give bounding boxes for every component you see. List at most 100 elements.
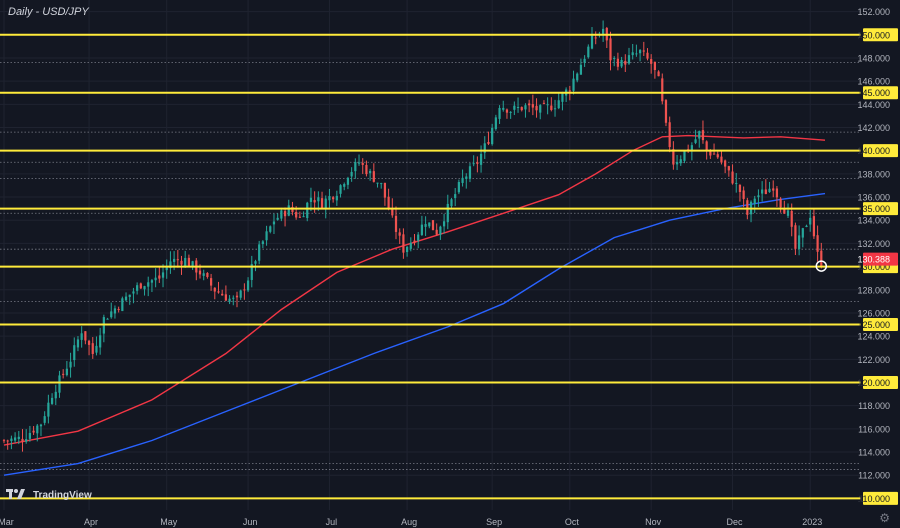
x-tick-label: Jul (326, 517, 338, 527)
candle-body (798, 235, 801, 250)
candle-body (224, 294, 228, 301)
candle-body (724, 160, 727, 167)
candle-body (590, 35, 594, 49)
candle-body (298, 216, 301, 218)
candle-body (701, 130, 705, 141)
candle-body (150, 280, 154, 283)
candle-body (84, 331, 87, 341)
candle-body (335, 195, 338, 201)
level-label: 140.000 (857, 146, 890, 156)
candle-body (446, 203, 449, 223)
candle-body (457, 182, 460, 193)
candle-body (280, 210, 283, 219)
candle-body (502, 107, 505, 110)
x-tick-label: Oct (565, 517, 580, 527)
candle-body (128, 294, 131, 297)
candle-body (454, 194, 457, 199)
candle-body (679, 159, 682, 164)
candle-body (631, 52, 634, 56)
candle-body (775, 188, 779, 198)
candle-body (206, 272, 209, 277)
candle-body (99, 335, 102, 348)
candle-body (228, 298, 231, 302)
tradingview-logo[interactable]: TradingView (6, 489, 92, 501)
y-tick-label: 144.000 (857, 100, 890, 110)
y-tick-label: 132.000 (857, 239, 890, 249)
candle-body (435, 229, 438, 235)
candle-body (346, 177, 350, 185)
candle-body (705, 141, 708, 151)
candle-body (28, 432, 31, 439)
candle-body (583, 58, 586, 63)
level-label: 145.000 (857, 88, 890, 98)
level-label: 135.000 (857, 204, 890, 214)
candle-body (461, 177, 464, 183)
candle-body (405, 246, 409, 253)
candle-body (772, 188, 775, 191)
candle-body (47, 402, 50, 417)
candle-body (450, 199, 453, 207)
candle-body (158, 275, 161, 279)
candle-body (428, 222, 431, 227)
candle-body (761, 189, 764, 194)
candle-body (505, 109, 509, 113)
candle-body (716, 154, 719, 158)
candle-body (191, 261, 194, 266)
candle-body (132, 291, 135, 294)
candle-body (121, 298, 124, 312)
level-label: 130.000 (857, 262, 890, 272)
level-tag (863, 491, 898, 505)
candle-body (620, 59, 623, 67)
candle-body (243, 289, 246, 291)
candle-body (25, 439, 28, 442)
candle-body (136, 285, 139, 291)
candle-body (383, 182, 387, 198)
candle-body (21, 438, 24, 442)
candle-body (779, 198, 782, 208)
candle-body (272, 221, 276, 225)
candle-body (309, 197, 313, 202)
candle-body (442, 221, 446, 227)
candle-body (535, 105, 538, 111)
candle-body (627, 55, 631, 64)
candle-body (302, 216, 305, 218)
candle-body (217, 291, 220, 293)
moving-average-blue (3, 192, 826, 476)
candle-body (616, 58, 620, 67)
candle-body (332, 197, 335, 200)
candle-body (283, 211, 287, 217)
gear-icon[interactable]: ⚙ (879, 511, 890, 525)
candle-body (675, 162, 679, 165)
candle-body (106, 318, 109, 320)
candle-body (62, 373, 65, 375)
candle-body (764, 189, 767, 195)
candle-body (683, 151, 686, 161)
candle-body (87, 340, 91, 345)
candle-body (409, 242, 412, 249)
candle-body (731, 171, 734, 184)
candle-body (528, 103, 531, 106)
x-tick-label: Aug (401, 517, 417, 527)
level-tag (863, 144, 898, 158)
candle-body (235, 295, 239, 298)
candle-body (712, 153, 716, 155)
candle-body (587, 46, 590, 58)
candle-body (213, 287, 216, 292)
candle-body (76, 339, 80, 348)
y-tick-label: 136.000 (857, 193, 890, 203)
candle-body (820, 250, 823, 267)
x-tick-label: Nov (645, 517, 662, 527)
candle-body (154, 277, 157, 281)
candle-body (642, 50, 645, 52)
candle-body (320, 198, 324, 208)
candle-body (735, 182, 738, 184)
y-tick-label: 142.000 (857, 123, 890, 133)
candle-body (328, 196, 331, 201)
candle-body (239, 290, 242, 298)
candle-body (287, 205, 290, 216)
candle-body (746, 200, 749, 215)
candle-body (812, 216, 816, 237)
candle-body (579, 64, 583, 75)
candle-body (635, 53, 638, 55)
